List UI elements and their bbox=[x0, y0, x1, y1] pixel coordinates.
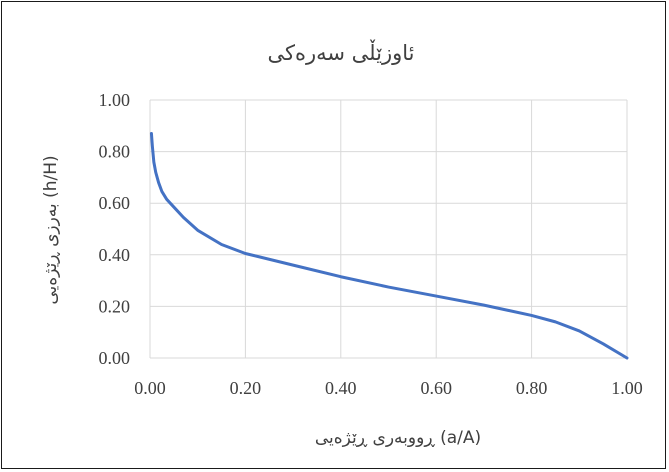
x-tick-label: 0.20 bbox=[230, 378, 262, 398]
y-axis-label: بەرزی ڕێژەیی (h/H) bbox=[41, 155, 61, 304]
x-tick-label: 0.40 bbox=[325, 378, 357, 398]
y-tick-label: 0.40 bbox=[99, 245, 131, 265]
y-tick-labels: 0.00 0.20 0.40 0.60 0.80 1.00 bbox=[99, 90, 131, 368]
y-tick-label: 0.80 bbox=[99, 142, 131, 162]
y-tick-label: 0.60 bbox=[99, 193, 131, 213]
series-group bbox=[149, 132, 629, 360]
x-tick-label: 0.00 bbox=[134, 378, 166, 398]
series-line bbox=[149, 132, 629, 360]
chart-title: ئاوزێڵی سەرەکی bbox=[268, 39, 415, 65]
x-tick-label: 0.80 bbox=[516, 378, 548, 398]
y-tick-label: 0.00 bbox=[99, 348, 131, 368]
gridlines bbox=[149, 99, 628, 359]
x-axis-label: ڕووبەری ڕێژەیی (a/A) bbox=[315, 428, 481, 448]
y-tick-label: 0.20 bbox=[99, 296, 131, 316]
x-tick-labels: 0.00 0.20 0.40 0.60 0.80 1.00 bbox=[134, 378, 643, 398]
y-tick-label: 1.00 bbox=[99, 90, 131, 110]
x-tick-label: 0.60 bbox=[420, 378, 452, 398]
x-tick-label: 1.00 bbox=[611, 378, 643, 398]
